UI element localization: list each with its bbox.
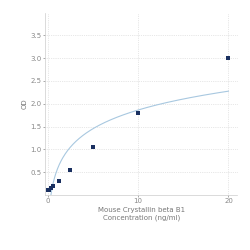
- Y-axis label: OD: OD: [22, 98, 28, 109]
- Point: [91, 145, 95, 149]
- Point: [57, 179, 61, 183]
- Point: [48, 186, 52, 190]
- Point: [68, 168, 72, 172]
- X-axis label: Mouse Crystallin beta B1
Concentration (ng/ml): Mouse Crystallin beta B1 Concentration (…: [98, 207, 185, 221]
- Point: [47, 188, 51, 192]
- Point: [226, 56, 230, 60]
- Point: [46, 188, 50, 192]
- Point: [51, 184, 55, 188]
- Point: [136, 111, 140, 115]
